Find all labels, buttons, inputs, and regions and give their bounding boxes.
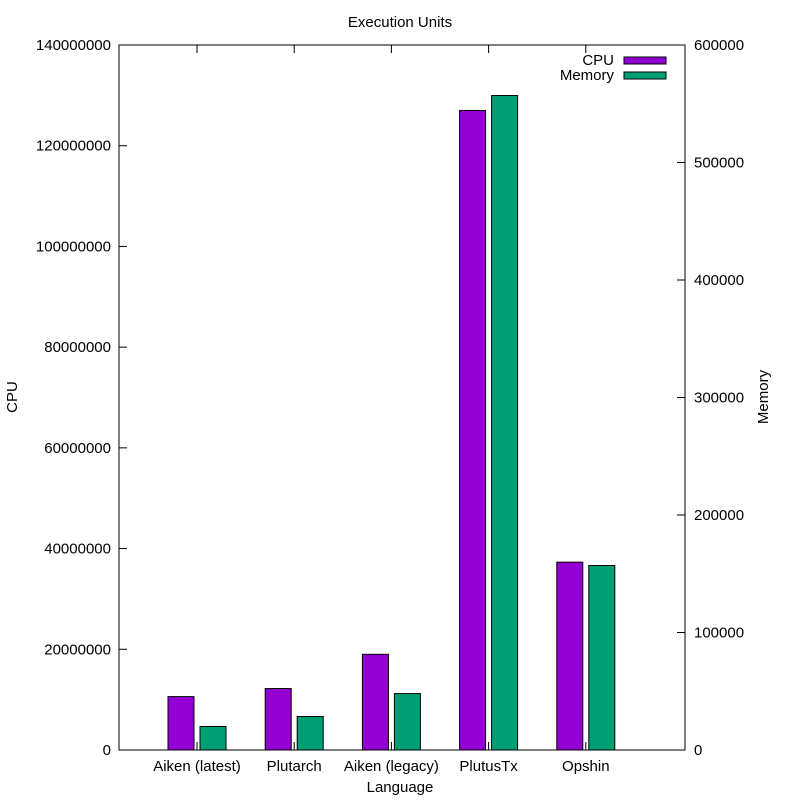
bar-memory (491, 95, 519, 751)
bars (167, 95, 616, 751)
y2-tick-label: 400000 (694, 272, 744, 289)
plot-frame (118, 44, 686, 751)
y2-tick-label: 500000 (694, 155, 744, 172)
legend-label-cpu: CPU (582, 52, 614, 69)
y-tick-label: 20000000 (44, 641, 111, 658)
y-tick-label: 120000000 (36, 138, 111, 155)
y2-tick-label: 300000 (694, 390, 744, 407)
x-tick-label: Aiken (legacy) (344, 758, 439, 775)
x-tick-label: Opshin (562, 758, 610, 775)
y-axis-title: CPU (4, 381, 21, 413)
bar-memory (588, 565, 616, 751)
y-tick-label: 40000000 (44, 541, 111, 558)
bar-cpu (556, 561, 584, 751)
y2-axis-title: Memory (755, 369, 772, 424)
y-tick-label: 60000000 (44, 440, 111, 457)
legend-swatch-memory (623, 71, 667, 80)
x-tick-label: Aiken (latest) (153, 758, 241, 775)
left-axis-ticks: 0 20000000 40000000 60000000 80000000 1000000… (36, 37, 127, 759)
x-axis-title: Language (367, 779, 434, 796)
bar-cpu (167, 696, 195, 751)
y2-tick-label: 0 (694, 742, 702, 759)
bar-cpu (361, 653, 389, 751)
bar-cpu (459, 109, 487, 751)
y2-tick-label: 200000 (694, 507, 744, 524)
y-tick-label: 140000000 (36, 37, 111, 54)
legend-swatch-cpu (623, 56, 667, 65)
y-tick-label: 80000000 (44, 339, 111, 356)
y2-tick-label: 600000 (694, 37, 744, 54)
bar-memory (199, 726, 227, 751)
chart-title: Execution Units (348, 14, 452, 31)
y2-tick-label: 100000 (694, 625, 744, 642)
y-tick-label: 0 (103, 742, 111, 759)
legend-label-memory: Memory (560, 67, 615, 84)
right-axis-ticks: 0 100000 200000 300000 400000 500000 600000 (677, 37, 744, 759)
legend: CPU Memory (560, 52, 667, 84)
x-tick-label: Plutarch (267, 758, 322, 775)
x-axis-ticks: Aiken (latest) Plutarch Aiken (legacy) Plut… (153, 45, 610, 775)
y-tick-label: 100000000 (36, 238, 111, 255)
x-tick-label: PlutusTx (459, 758, 518, 775)
bar-memory (393, 693, 421, 751)
bar-memory (296, 716, 324, 751)
bar-cpu (264, 688, 292, 751)
